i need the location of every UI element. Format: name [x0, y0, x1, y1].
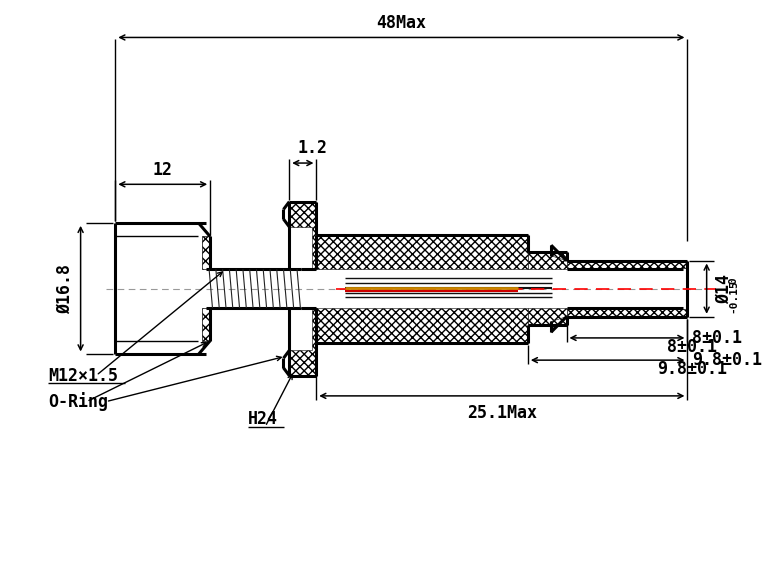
Text: 0: 0 [728, 278, 738, 285]
Text: O-Ring: O-Ring [48, 392, 107, 411]
Text: Ø16.8: Ø16.8 [56, 264, 74, 314]
Text: 9.8±0.1: 9.8±0.1 [657, 360, 727, 378]
Text: 8±0.1: 8±0.1 [692, 329, 742, 347]
Polygon shape [203, 308, 210, 341]
Text: H24: H24 [248, 410, 278, 428]
Text: 12: 12 [153, 160, 172, 178]
Polygon shape [551, 317, 567, 332]
Text: 1.2: 1.2 [298, 139, 328, 157]
Polygon shape [528, 308, 567, 325]
Text: -0.15: -0.15 [728, 279, 738, 313]
Text: M12×1.5: M12×1.5 [48, 367, 117, 385]
Polygon shape [289, 202, 316, 269]
Polygon shape [289, 308, 316, 375]
Polygon shape [551, 245, 567, 261]
Polygon shape [567, 261, 687, 268]
Text: 48Max: 48Max [376, 13, 427, 31]
Text: 25.1Max: 25.1Max [467, 403, 536, 422]
Polygon shape [528, 252, 567, 269]
Text: 8±0.1: 8±0.1 [667, 338, 717, 356]
Polygon shape [316, 308, 528, 343]
Text: 9.8±0.1: 9.8±0.1 [692, 351, 762, 369]
Text: Ø14: Ø14 [714, 273, 732, 304]
Polygon shape [567, 309, 687, 317]
Polygon shape [203, 237, 210, 269]
Polygon shape [316, 234, 528, 269]
